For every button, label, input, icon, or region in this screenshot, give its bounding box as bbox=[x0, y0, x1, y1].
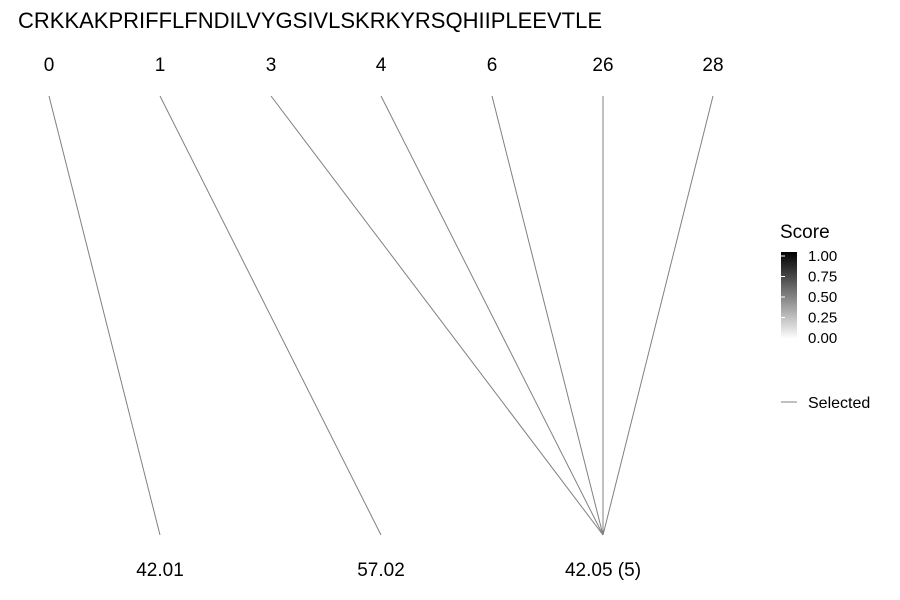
link-line bbox=[48, 95, 161, 536]
sequence-text: CRKKAKPRIFFLFNDILVYGSIVLSKRKYRSQHIIPLEEV… bbox=[18, 8, 602, 33]
link-line bbox=[270, 95, 604, 536]
link-line bbox=[380, 95, 604, 536]
bottom-node-label: 42.01 bbox=[136, 560, 184, 581]
legend: Score 1.00 0.75 0.50 0.25 0.00 Selected bbox=[780, 222, 870, 412]
legend-selected-label: Selected bbox=[808, 395, 870, 412]
bottom-node-label: 57.02 bbox=[357, 560, 405, 581]
top-position-label: 28 bbox=[702, 55, 723, 76]
legend-title: Score bbox=[780, 222, 830, 243]
top-position-label: 1 bbox=[155, 55, 166, 76]
top-position-label: 4 bbox=[376, 55, 387, 76]
legend-ticks: 1.00 0.75 0.50 0.25 0.00 bbox=[781, 248, 837, 347]
legend-tick-label: 0.75 bbox=[808, 269, 837, 286]
legend-colorbar bbox=[781, 252, 797, 339]
legend-tick-label: 0.25 bbox=[808, 310, 837, 327]
bottom-labels-group: 42.01 57.02 42.05 (5) bbox=[136, 560, 641, 581]
legend-tick-label: 0.00 bbox=[808, 330, 837, 347]
top-position-label: 0 bbox=[44, 55, 55, 76]
top-position-label: 26 bbox=[592, 55, 613, 76]
top-labels-group: 0 1 3 4 6 26 28 bbox=[44, 55, 724, 76]
top-position-label: 3 bbox=[266, 55, 277, 76]
top-position-label: 6 bbox=[487, 55, 498, 76]
legend-tick-label: 0.50 bbox=[808, 289, 837, 306]
legend-tick-label: 1.00 bbox=[808, 248, 837, 265]
link-line bbox=[491, 95, 604, 536]
bottom-node-label: 42.05 (5) bbox=[565, 560, 641, 581]
links-group bbox=[48, 95, 714, 536]
link-line bbox=[602, 95, 714, 536]
link-line bbox=[159, 95, 382, 536]
